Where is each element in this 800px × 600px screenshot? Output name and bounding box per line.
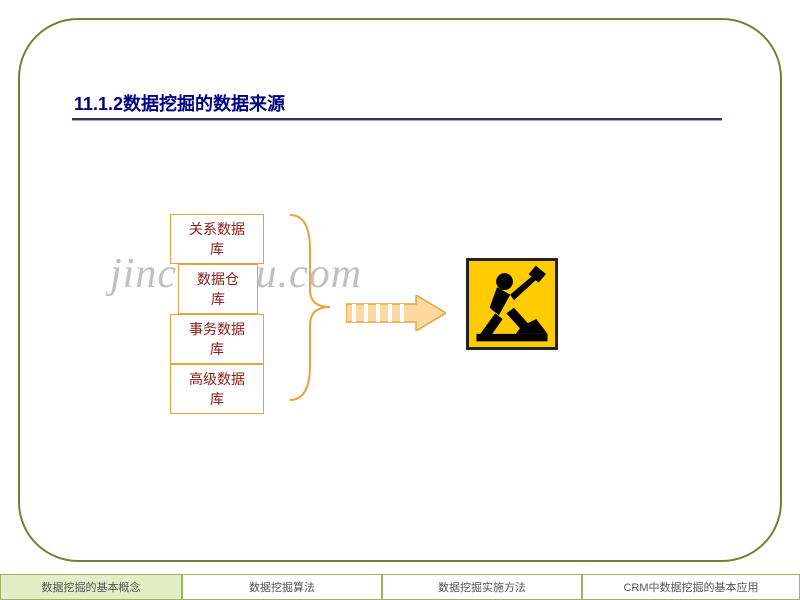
- heading-underline: [72, 118, 722, 121]
- source-box-0: 关系数据库: [170, 214, 264, 264]
- mining-icon: [466, 258, 558, 350]
- source-box-2: 事务数据库: [170, 314, 264, 364]
- footer-tab-1[interactable]: 数据挖掘算法: [182, 574, 382, 600]
- footer-tabs: 数据挖掘的基本概念数据挖掘算法数据挖掘实施方法CRM中数据挖掘的基本应用: [0, 574, 800, 600]
- source-box-1: 数据仓库: [178, 264, 258, 314]
- source-box-3: 高级数据库: [170, 364, 264, 414]
- bracket-brace: [285, 210, 335, 405]
- footer-tab-2[interactable]: 数据挖掘实施方法: [382, 574, 582, 600]
- footer-tab-0[interactable]: 数据挖掘的基本概念: [0, 574, 182, 600]
- flow-arrow: [346, 295, 446, 331]
- slide-heading: 11.1.2数据挖掘的数据来源: [74, 90, 285, 116]
- footer-tab-3[interactable]: CRM中数据挖掘的基本应用: [582, 574, 800, 600]
